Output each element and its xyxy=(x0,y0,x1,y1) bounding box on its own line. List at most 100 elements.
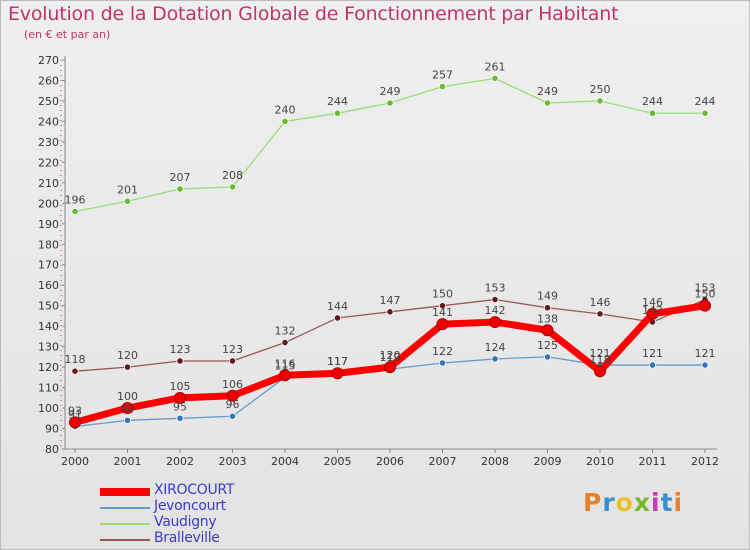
data-label-bralleville: 147 xyxy=(380,294,401,307)
x-tick-label: 2001 xyxy=(114,455,142,468)
point-bralleville xyxy=(176,357,184,365)
data-label-xirocourt: 150 xyxy=(695,288,716,301)
data-label-vaudigny: 244 xyxy=(695,95,716,108)
y-tick-label: 240 xyxy=(38,115,59,128)
data-label-bralleville: 146 xyxy=(590,296,611,309)
data-label-vaudigny: 240 xyxy=(275,103,296,116)
data-label-bralleville: 123 xyxy=(170,343,191,356)
data-label-vaudigny: 249 xyxy=(537,85,558,98)
data-label-jevoncourt: 121 xyxy=(590,347,611,360)
data-label-vaudigny: 249 xyxy=(380,85,401,98)
point-xirocourt xyxy=(541,324,554,337)
y-tick-label: 200 xyxy=(38,197,59,210)
point-xirocourt xyxy=(121,402,134,415)
x-tick-label: 2002 xyxy=(166,455,194,468)
x-tick-label: 2007 xyxy=(429,455,457,468)
point-bralleville xyxy=(543,304,552,312)
point-jevoncourt xyxy=(648,361,657,369)
point-bralleville xyxy=(596,310,604,318)
data-label-bralleville: 118 xyxy=(65,353,86,366)
y-tick-label: 190 xyxy=(38,218,59,231)
data-label-vaudigny: 244 xyxy=(327,95,348,108)
x-tick-label: 2006 xyxy=(376,455,404,468)
data-label-xirocourt: 142 xyxy=(485,304,506,317)
data-label-xirocourt: 106 xyxy=(222,378,243,391)
y-tick-label: 150 xyxy=(38,300,59,313)
data-label-vaudigny: 244 xyxy=(642,95,663,108)
logo-letter: o xyxy=(615,488,634,517)
data-label-xirocourt: 100 xyxy=(117,390,138,403)
data-label-jevoncourt: 124 xyxy=(485,341,506,354)
series-layer xyxy=(69,74,711,431)
logo-letter: i xyxy=(651,488,661,517)
point-vaudigny xyxy=(176,185,184,193)
data-label-jevoncourt: 95 xyxy=(173,400,187,413)
y-tick-label: 210 xyxy=(38,177,59,190)
y-tick-label: 130 xyxy=(38,341,59,354)
data-label-bralleville: 150 xyxy=(432,288,453,301)
x-tick-label: 2003 xyxy=(219,455,247,468)
point-xirocourt xyxy=(69,416,81,429)
point-xirocourt xyxy=(331,367,344,380)
x-tick-label: 2011 xyxy=(639,455,667,468)
legend-label: Vaudigny xyxy=(154,514,217,530)
point-xirocourt xyxy=(489,316,501,329)
data-label-bralleville: 132 xyxy=(275,325,296,338)
data-label-bralleville: 120 xyxy=(117,349,138,362)
data-label-vaudigny: 196 xyxy=(65,194,86,207)
data-label-bralleville: 149 xyxy=(537,290,558,303)
point-xirocourt xyxy=(384,361,396,374)
y-tick-label: 260 xyxy=(38,74,59,87)
x-tick-label: 2000 xyxy=(61,455,89,468)
y-tick-label: 230 xyxy=(38,136,59,149)
data-label-xirocourt: 120 xyxy=(380,349,401,362)
point-bralleville xyxy=(386,308,394,316)
data-label-xirocourt: 93 xyxy=(68,404,82,417)
point-bralleville xyxy=(281,338,289,347)
data-label-vaudigny: 207 xyxy=(170,171,191,184)
logo-letter: i xyxy=(673,488,684,517)
x-tick-label: 2010 xyxy=(586,455,614,468)
data-label-jevoncourt: 121 xyxy=(642,347,663,360)
data-label-vaudigny: 257 xyxy=(432,69,453,82)
y-tick-label: 110 xyxy=(38,382,59,395)
legend-label: Bralleville xyxy=(154,530,220,546)
y-tick-label: 160 xyxy=(38,279,59,292)
point-vaudigny xyxy=(333,109,342,117)
y-tick-label: 80 xyxy=(45,443,59,456)
data-labels: 196 201 207 208 240 244 249 257 261 249 250 244 244 1… xyxy=(65,60,716,421)
point-vaudigny xyxy=(491,74,499,83)
data-label-xirocourt: 138 xyxy=(537,312,558,325)
data-label-jevoncourt: 119 xyxy=(380,351,401,364)
y-tick-label: 140 xyxy=(38,320,59,333)
logo-letter: r xyxy=(602,488,616,517)
point-xirocourt xyxy=(436,318,449,331)
point-jevoncourt xyxy=(491,355,499,363)
y-tick-label: 270 xyxy=(38,54,59,67)
point-jevoncourt xyxy=(176,414,184,422)
point-bralleville xyxy=(438,302,447,310)
legend-swatch xyxy=(100,488,150,496)
proxiti-logo: Proxiti xyxy=(583,488,683,517)
data-label-vaudigny: 261 xyxy=(485,60,506,73)
data-label-jevoncourt: 96 xyxy=(226,398,240,411)
data-label-jevoncourt: 94 xyxy=(121,402,135,415)
y-tick-label: 180 xyxy=(38,238,59,251)
data-label-jevoncourt: 115 xyxy=(275,359,296,372)
data-label-jevoncourt: 125 xyxy=(537,339,558,352)
point-vaudigny xyxy=(543,99,552,107)
point-jevoncourt xyxy=(228,412,237,420)
point-jevoncourt xyxy=(123,416,132,424)
point-jevoncourt xyxy=(543,353,552,361)
data-label-jevoncourt: 122 xyxy=(432,345,453,358)
data-label-vaudigny: 250 xyxy=(590,83,611,96)
x-tick-label: 2009 xyxy=(534,455,562,468)
chart-subtitle: (en € et par an) xyxy=(24,28,111,41)
data-label-bralleville: 153 xyxy=(485,282,506,295)
point-bralleville xyxy=(123,363,132,371)
point-xirocourt xyxy=(174,391,186,404)
logo-letter: t xyxy=(660,488,674,517)
data-label-bralleville: 142 xyxy=(642,304,663,317)
